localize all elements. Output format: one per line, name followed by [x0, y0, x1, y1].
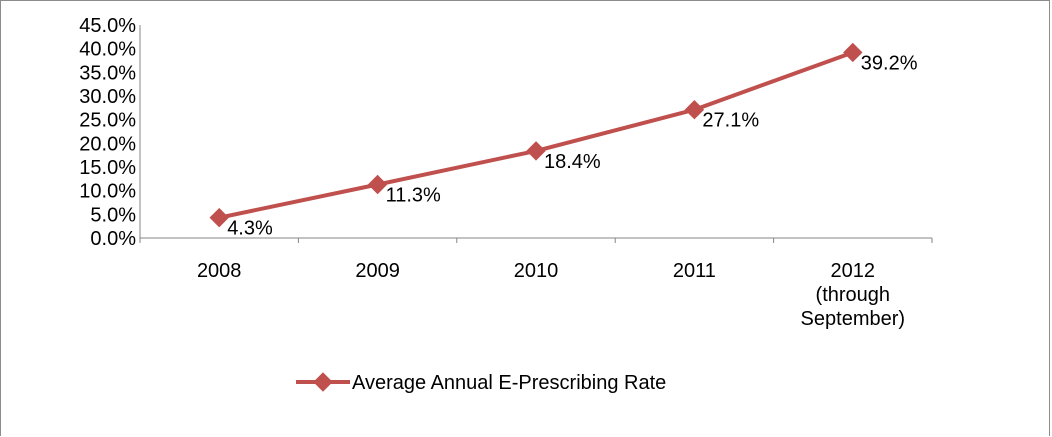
- y-tick-label: 40.0%: [79, 39, 136, 61]
- series: [209, 42, 863, 228]
- data-labels: 4.3% 11.3% 18.4% 27.1% 39.2%: [227, 52, 918, 239]
- data-label: 11.3%: [386, 185, 441, 207]
- data-label: 27.1%: [702, 110, 759, 132]
- x-tick-label: 2008: [197, 260, 242, 282]
- legend-marker: [313, 372, 333, 392]
- data-point-marker: [367, 174, 388, 195]
- x-axis: 2008 2009 2010 2011 2012 (through September): [139, 237, 933, 330]
- data-point-marker: [843, 42, 863, 63]
- y-tick-label: 20.0%: [79, 133, 136, 155]
- x-tick-label: 2012 (through September): [801, 260, 906, 330]
- y-tick-label: 25.0%: [79, 110, 136, 132]
- series-line: [218, 50, 854, 220]
- data-label: 18.4%: [544, 151, 601, 173]
- x-tick-label: 2009: [355, 260, 400, 282]
- legend-label: Average Annual E-Prescribing Rate: [352, 372, 666, 394]
- data-label: 39.2%: [861, 52, 918, 74]
- data-point-marker: [526, 141, 546, 161]
- y-tick-label: 30.0%: [79, 86, 136, 108]
- y-axis: 0.0%5.0%10.0%15.0%20.0%25.0%30.0%35.0%40…: [79, 15, 141, 250]
- data-label: 4.3%: [227, 218, 273, 240]
- y-tick-label: 0.0%: [90, 228, 136, 250]
- x-tick-label: 2011: [673, 260, 716, 282]
- y-tick-label: 15.0%: [79, 157, 136, 179]
- data-point-marker: [684, 100, 705, 120]
- y-tick-label: 10.0%: [79, 181, 136, 203]
- y-tick-label: 35.0%: [79, 62, 136, 84]
- data-point-marker: [209, 207, 229, 228]
- y-tick-label: 5.0%: [90, 204, 136, 226]
- y-tick-label: 45.0%: [79, 15, 136, 37]
- legend: Average Annual E-Prescribing Rate: [296, 372, 666, 394]
- x-tick-label: 2010: [514, 260, 559, 282]
